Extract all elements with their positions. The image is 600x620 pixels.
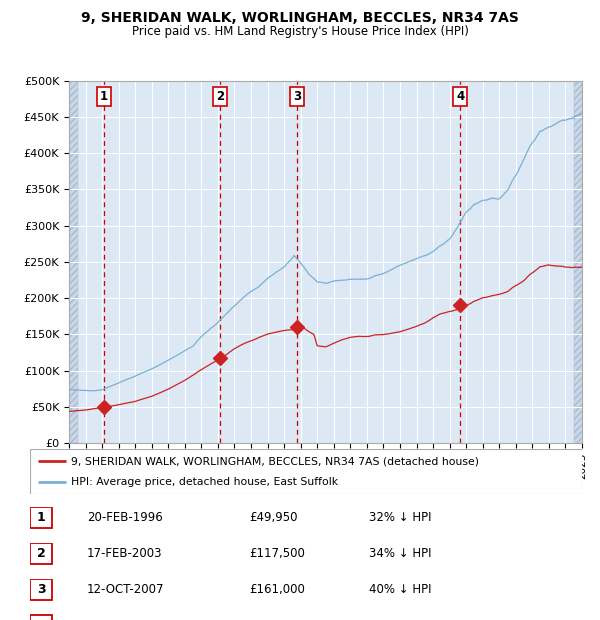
Text: Price paid vs. HM Land Registry's House Price Index (HPI): Price paid vs. HM Land Registry's House … — [131, 25, 469, 38]
Text: 34% ↓ HPI: 34% ↓ HPI — [369, 547, 431, 560]
Text: £49,950: £49,950 — [249, 512, 298, 525]
Text: 17-FEB-2003: 17-FEB-2003 — [87, 547, 163, 560]
Text: 40% ↓ HPI: 40% ↓ HPI — [369, 583, 431, 596]
Text: 1: 1 — [37, 512, 46, 525]
Text: 9, SHERIDAN WALK, WORLINGHAM, BECCLES, NR34 7AS: 9, SHERIDAN WALK, WORLINGHAM, BECCLES, N… — [81, 11, 519, 25]
Text: 3: 3 — [37, 583, 46, 596]
Text: 4: 4 — [37, 619, 46, 620]
Bar — [69, 81, 78, 443]
Text: 2: 2 — [216, 90, 224, 103]
Text: 24-AUG-2017: 24-AUG-2017 — [87, 619, 166, 620]
Text: 2: 2 — [37, 547, 46, 560]
Text: 9, SHERIDAN WALK, WORLINGHAM, BECCLES, NR34 7AS (detached house): 9, SHERIDAN WALK, WORLINGHAM, BECCLES, N… — [71, 456, 479, 466]
Text: 44% ↓ HPI: 44% ↓ HPI — [369, 619, 431, 620]
Text: 3: 3 — [293, 90, 301, 103]
Text: £117,500: £117,500 — [249, 547, 305, 560]
Text: 20-FEB-1996: 20-FEB-1996 — [87, 512, 163, 525]
Text: 32% ↓ HPI: 32% ↓ HPI — [369, 512, 431, 525]
Text: £161,000: £161,000 — [249, 583, 305, 596]
Text: HPI: Average price, detached house, East Suffolk: HPI: Average price, detached house, East… — [71, 477, 338, 487]
Text: 1: 1 — [100, 90, 109, 103]
Text: 4: 4 — [456, 90, 464, 103]
Text: £190,000: £190,000 — [249, 619, 305, 620]
Text: 12-OCT-2007: 12-OCT-2007 — [87, 583, 164, 596]
Bar — [574, 81, 583, 443]
